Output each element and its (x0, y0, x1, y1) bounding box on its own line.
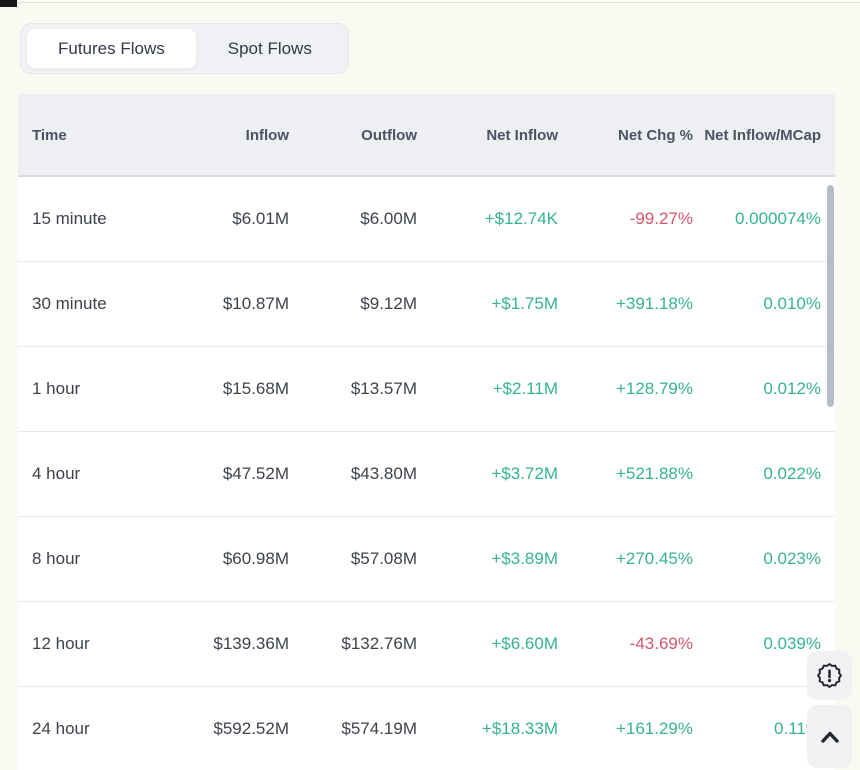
net-inflow-cell: +$3.72M (491, 464, 558, 483)
outflow-cell: $13.57M (350, 379, 417, 398)
inflow-cell: $139.36M (213, 634, 289, 653)
table-row: 30 minute $10.87M $9.12M +$1.75M +391.18… (18, 262, 835, 347)
net-inflow-mcap-cell: 0.010% (763, 294, 821, 313)
report-issue-button[interactable] (807, 651, 852, 700)
table-row: 24 hour $592.52M $574.19M +$18.33M +161.… (18, 687, 835, 770)
time-cell: 1 hour (32, 379, 81, 398)
time-cell: 24 hour (32, 719, 90, 738)
table-row: 4 hour $47.52M $43.80M +$3.72M +521.88% … (18, 432, 835, 517)
table-row: 12 hour $139.36M $132.76M +$6.60M -43.69… (18, 602, 835, 687)
net-inflow-cell: +$3.89M (491, 549, 558, 568)
net-chg-cell: -43.69% (629, 634, 693, 653)
time-cell: 8 hour (32, 549, 81, 568)
table-row: 8 hour $60.98M $57.08M +$3.89M +270.45% … (18, 517, 835, 602)
top-divider-line (0, 2, 860, 3)
net-chg-cell: +128.79% (615, 379, 693, 398)
inflow-cell: $60.98M (222, 549, 289, 568)
time-cell: 15 minute (32, 209, 107, 228)
net-chg-cell: +161.29% (615, 719, 693, 738)
column-header-net-inflow-mcap: Net Inflow/MCap (704, 127, 821, 144)
net-inflow-mcap-cell: 0.000074% (734, 209, 821, 228)
outflow-cell: $9.12M (360, 294, 417, 313)
net-inflow-mcap-cell: 0.023% (763, 549, 821, 568)
time-cell: 30 minute (32, 294, 107, 313)
table-row: 1 hour $15.68M $13.57M +$2.11M +128.79% … (18, 347, 835, 432)
tab-spot-flows-label: Spot Flows (227, 38, 312, 58)
inflow-cell: $592.52M (213, 719, 289, 738)
outflow-cell: $132.76M (341, 634, 417, 653)
inflow-cell: $47.52M (222, 464, 289, 483)
tab-futures-flows[interactable]: Futures Flows (26, 28, 197, 69)
time-cell: 12 hour (32, 634, 90, 653)
net-inflow-cell: +$12.74K (484, 209, 558, 228)
scroll-to-top-button[interactable] (807, 705, 852, 768)
net-chg-cell: +270.45% (615, 549, 693, 568)
net-inflow-mcap-cell: 0.11% (774, 719, 821, 738)
net-inflow-cell: +$18.33M (481, 719, 558, 738)
outflow-cell: $43.80M (350, 464, 417, 483)
table-row: 15 minute $6.01M $6.00M +$12.74K -99.27%… (18, 177, 835, 262)
net-chg-cell: +391.18% (615, 294, 693, 313)
time-cell: 4 hour (32, 464, 81, 483)
outflow-cell: $6.00M (360, 209, 417, 228)
net-inflow-mcap-cell: 0.012% (763, 379, 821, 398)
tab-futures-flows-label: Futures Flows (58, 38, 165, 58)
flows-table: Time Inflow Outflow Net Inflow Net Chg %… (18, 94, 835, 770)
column-header-time: Time (32, 127, 67, 144)
badge-exclamation-icon (817, 663, 842, 688)
net-inflow-cell: +$2.11M (492, 379, 558, 398)
inflow-cell: $10.87M (222, 294, 289, 313)
net-inflow-mcap-cell: 0.039% (763, 634, 821, 653)
outflow-cell: $574.19M (341, 719, 417, 738)
inflow-cell: $15.68M (222, 379, 289, 398)
vertical-scrollbar-thumb[interactable] (827, 185, 834, 407)
net-chg-cell: -99.27% (629, 209, 693, 228)
table-header: Time Inflow Outflow Net Inflow Net Chg %… (18, 94, 835, 177)
top-left-mark (0, 0, 17, 7)
column-header-net-inflow: Net Inflow (486, 127, 558, 144)
chevron-up-icon (820, 731, 839, 743)
column-header-outflow: Outflow (361, 127, 417, 144)
inflow-cell: $6.01M (232, 209, 289, 228)
net-chg-cell: +521.88% (615, 464, 693, 483)
table-body: 15 minute $6.01M $6.00M +$12.74K -99.27%… (18, 177, 835, 770)
net-inflow-mcap-cell: 0.022% (763, 464, 821, 483)
net-inflow-cell: +$6.60M (491, 634, 558, 653)
column-header-inflow: Inflow (245, 127, 289, 144)
column-header-net-chg: Net Chg % (618, 127, 693, 144)
flows-tab-group: Futures Flows Spot Flows (20, 23, 349, 74)
outflow-cell: $57.08M (350, 549, 417, 568)
tab-spot-flows[interactable]: Spot Flows (197, 28, 343, 69)
net-inflow-cell: +$1.75M (491, 294, 558, 313)
